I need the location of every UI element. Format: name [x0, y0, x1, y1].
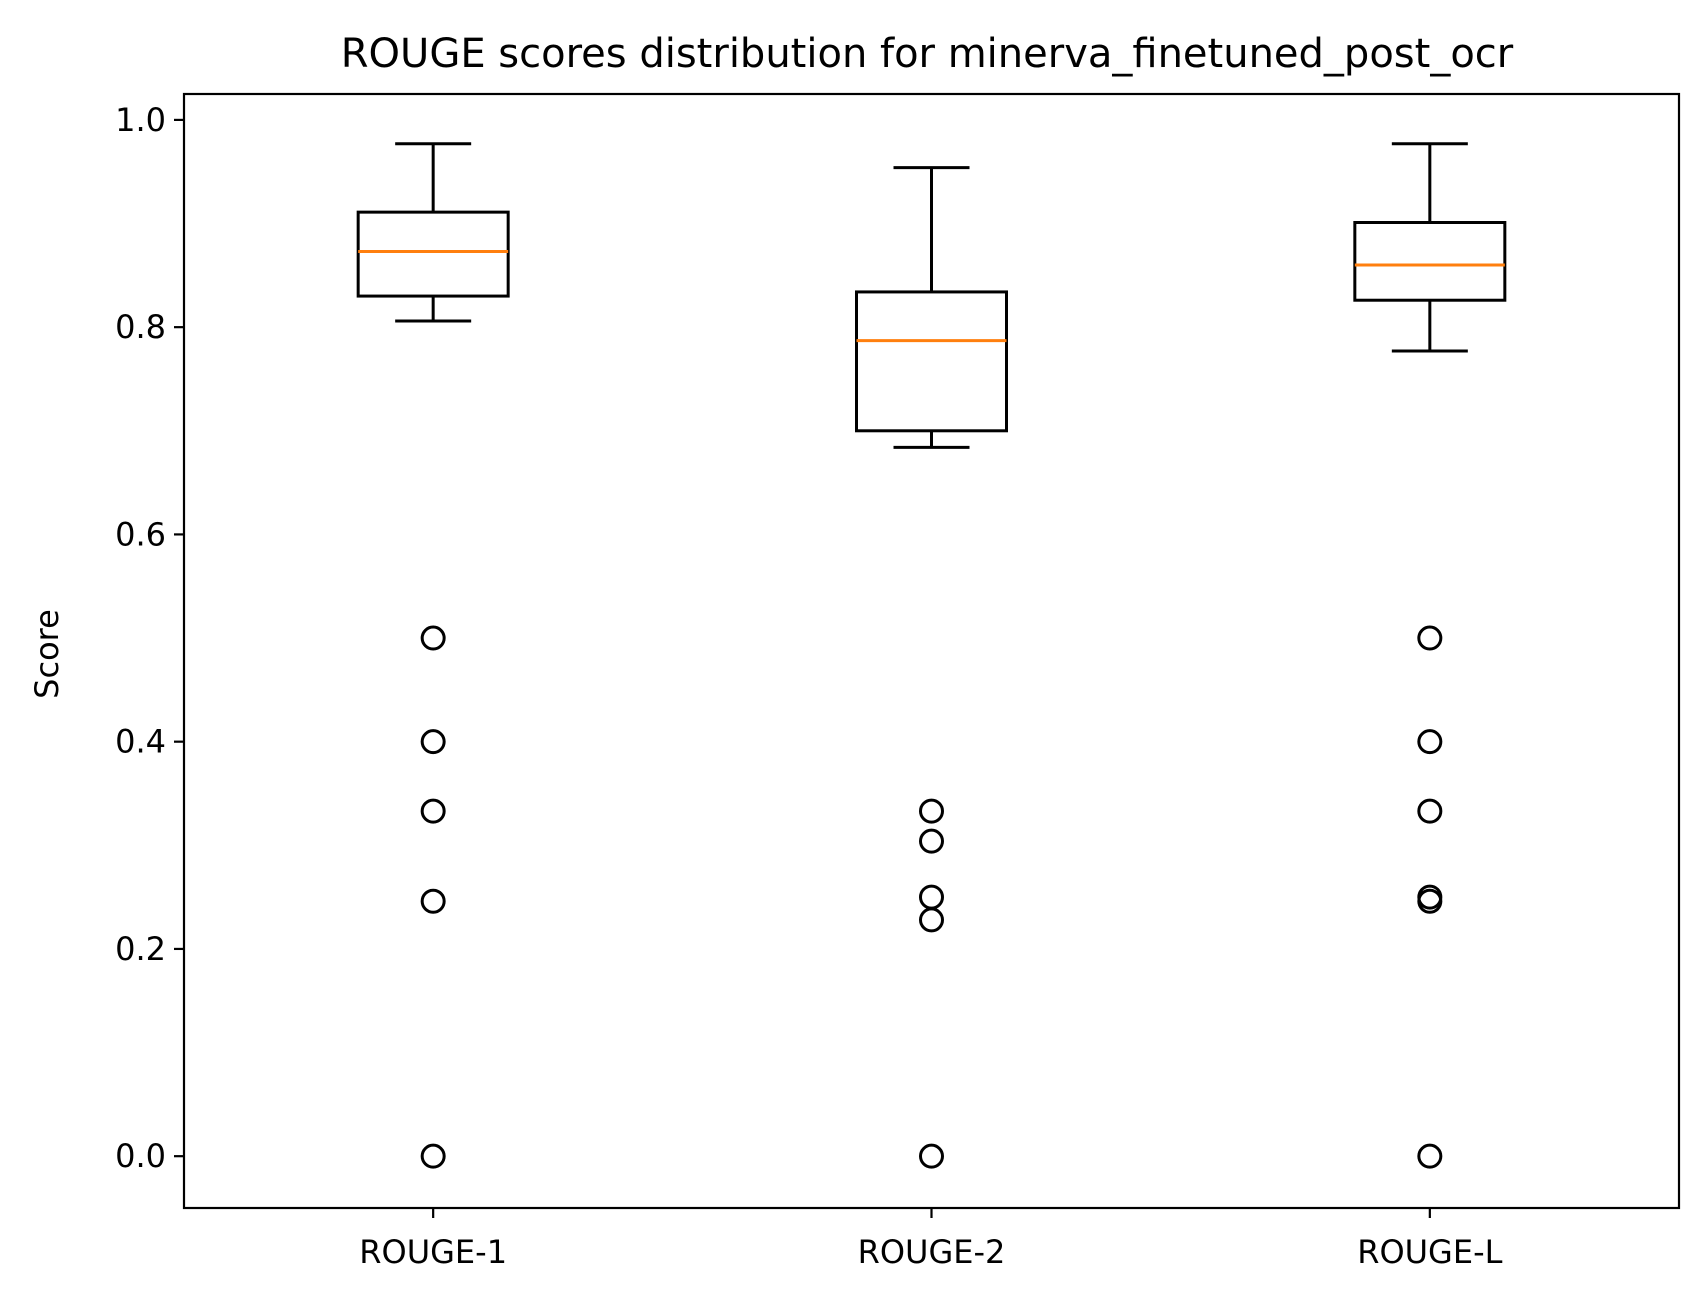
plot-area: 0.0 0.2 0.4 0.6 0.8 1.0 ROUGE-1 ROUGE-2 ROUGE-L: [115, 92, 1681, 1271]
outlier-point: [1417, 798, 1443, 824]
outlier-point: [919, 907, 944, 933]
x-tick-label: ROUGE-L: [1357, 1233, 1502, 1271]
y-tick-label: 0.0: [115, 1137, 166, 1175]
y-axis-label: Score: [28, 609, 66, 699]
y-tick-label: 0.2: [115, 930, 166, 968]
outlier-point: [1417, 888, 1443, 914]
y-tick-label: 0.4: [115, 723, 166, 761]
outlier-point: [1417, 729, 1443, 755]
outlier-point: [420, 888, 446, 914]
box-iqr: [1353, 220, 1507, 302]
chart-title: ROUGE scores distribution for minerva_fi…: [341, 31, 1514, 77]
outlier-point: [919, 798, 944, 824]
outlier-point: [1417, 625, 1443, 651]
y-tick-label: 0.8: [115, 308, 166, 346]
box-iqr: [855, 290, 1008, 433]
y-tick-label: 1.0: [115, 101, 166, 139]
x-tick-label: ROUGE-1: [359, 1233, 507, 1271]
outlier-point: [919, 1143, 944, 1169]
outlier-point: [420, 798, 446, 824]
outlier-point: [1417, 1143, 1443, 1169]
outlier-point: [420, 625, 446, 651]
outlier-point: [420, 1143, 446, 1169]
y-tick-label: 0.6: [115, 515, 166, 553]
x-tick-label: ROUGE-2: [858, 1233, 1006, 1271]
outlier-point: [919, 884, 944, 910]
box-iqr: [356, 210, 510, 298]
outlier-point: [420, 729, 446, 755]
outlier-point: [919, 828, 944, 854]
